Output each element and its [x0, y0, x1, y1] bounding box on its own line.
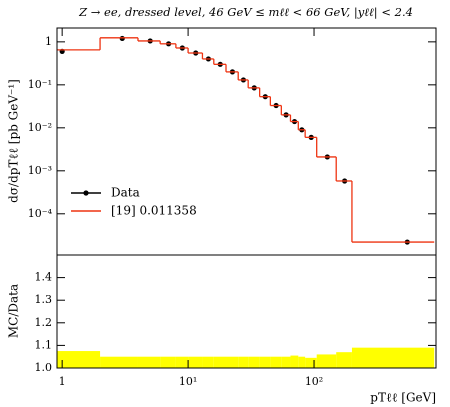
ratio-band — [202, 356, 214, 368]
ratio-band — [213, 356, 227, 368]
legend-label: Data — [111, 186, 140, 200]
x-axis-label: pTℓℓ [GeV] — [370, 391, 436, 405]
y-tick-label: 1.1 — [35, 338, 53, 351]
y-tick-label: 10⁻³ — [28, 164, 52, 177]
ratio-band — [188, 356, 203, 368]
x-tick-label: 10² — [305, 375, 323, 388]
ratio-band — [238, 356, 249, 368]
ratio-band — [316, 354, 337, 368]
ratio-band — [100, 356, 138, 368]
y-tick-label: 1.3 — [35, 293, 53, 306]
chart-title: Z → ee, dressed level, 46 GeV ≤ mℓℓ < 66… — [78, 5, 413, 20]
ratio-band — [248, 356, 260, 368]
ratio-band — [351, 347, 435, 368]
legend-marker — [83, 190, 89, 196]
ratio-band — [259, 356, 271, 368]
y-tick-label: 10⁻² — [28, 121, 52, 134]
y-tick-label: 1.2 — [35, 316, 53, 329]
y-tick-label: 1.0 — [35, 361, 53, 374]
y-tick-label: 1.4 — [35, 271, 53, 284]
ratio-band — [137, 356, 161, 368]
x-tick-label: 1 — [59, 375, 66, 388]
ratio-band — [226, 356, 239, 368]
ratio-band — [305, 357, 317, 368]
ratio-band — [270, 356, 282, 368]
x-tick-label: 10¹ — [179, 375, 197, 388]
plot-frame — [56, 27, 437, 256]
ratio-band — [175, 356, 189, 368]
ratio-band — [281, 356, 291, 368]
legend-label: [19] 0.011358 — [111, 204, 197, 218]
ratio-band — [57, 351, 101, 368]
ratio-band — [336, 352, 352, 368]
ratio-band — [290, 355, 299, 368]
y-tick-label: 10⁻¹ — [28, 78, 52, 91]
ratio-band — [298, 356, 306, 368]
y-tick-label: 1 — [45, 35, 52, 48]
ratio-band — [160, 356, 176, 368]
y-tick-label: 10⁻⁴ — [28, 207, 53, 220]
ratio-y-axis-label: MC/Data — [7, 284, 21, 338]
ratio-frame — [56, 254, 437, 369]
y-axis-label: dσ/dpTℓℓ [pb GeV⁻¹] — [7, 79, 21, 203]
